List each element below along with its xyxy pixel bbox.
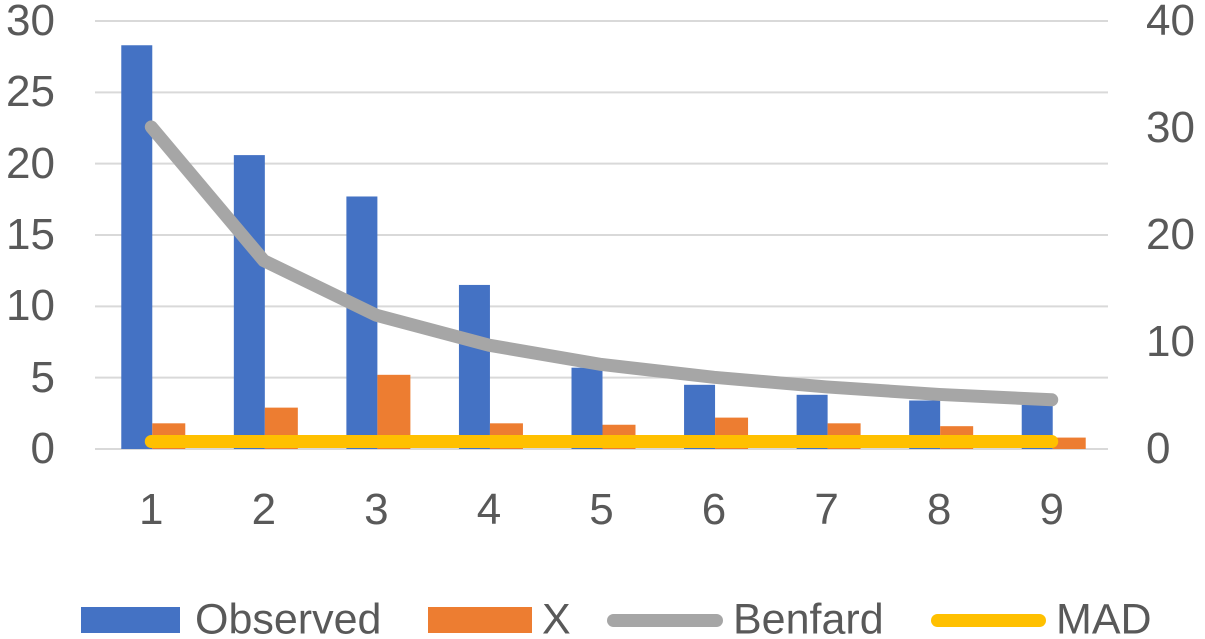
bar-observed-digit-2 [233, 155, 265, 449]
right-axis-tick-40: 40 [1146, 0, 1195, 45]
left-axis-tick-25: 25 [6, 67, 55, 117]
bar-observed-digit-4 [458, 284, 490, 449]
right-axis-tick-0: 0 [1146, 424, 1171, 473]
x-axis-label-5: 5 [589, 485, 614, 534]
bar-observed-digit-3 [346, 196, 378, 449]
x-axis-label-1: 1 [139, 485, 164, 534]
left-axis-tick-10: 10 [6, 281, 55, 331]
line-benfard [144, 120, 1059, 407]
bar-x-digit-9 [1052, 437, 1086, 449]
x-axis-label-9: 9 [1039, 485, 1064, 534]
left-axis-tick-30: 30 [6, 0, 55, 45]
bar-observed-digit-1 [121, 45, 153, 450]
x-axis-label-3: 3 [364, 485, 389, 534]
right-axis-tick-20: 20 [1146, 210, 1195, 259]
x-axis-label-8: 8 [926, 485, 952, 534]
right-axis-tick-10: 10 [1146, 317, 1195, 366]
x-axis-label-4: 4 [476, 485, 502, 534]
left-axis-tick-20: 20 [6, 138, 55, 188]
left-axis-tick-5: 5 [30, 352, 55, 402]
x-axis-label-2: 2 [251, 485, 277, 534]
left-axis-tick-0: 0 [30, 424, 55, 473]
x-axis-label-6: 6 [701, 485, 727, 534]
x-axis-label-7: 7 [814, 485, 839, 534]
left-axis-tick-15: 15 [6, 210, 55, 259]
right-axis-tick-30: 30 [1146, 103, 1195, 152]
